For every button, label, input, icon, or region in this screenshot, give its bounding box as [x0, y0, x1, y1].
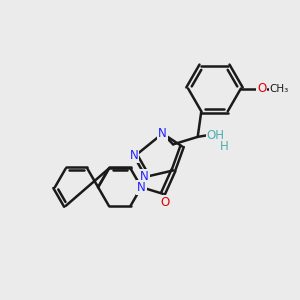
Text: H: H	[219, 140, 228, 153]
Text: N: N	[158, 127, 167, 140]
Text: O: O	[257, 82, 266, 95]
Text: OH: OH	[207, 129, 225, 142]
Text: N: N	[137, 181, 146, 194]
Text: CH₃: CH₃	[269, 84, 289, 94]
Text: N: N	[140, 170, 149, 183]
Text: O: O	[161, 196, 170, 209]
Text: N: N	[130, 149, 139, 162]
